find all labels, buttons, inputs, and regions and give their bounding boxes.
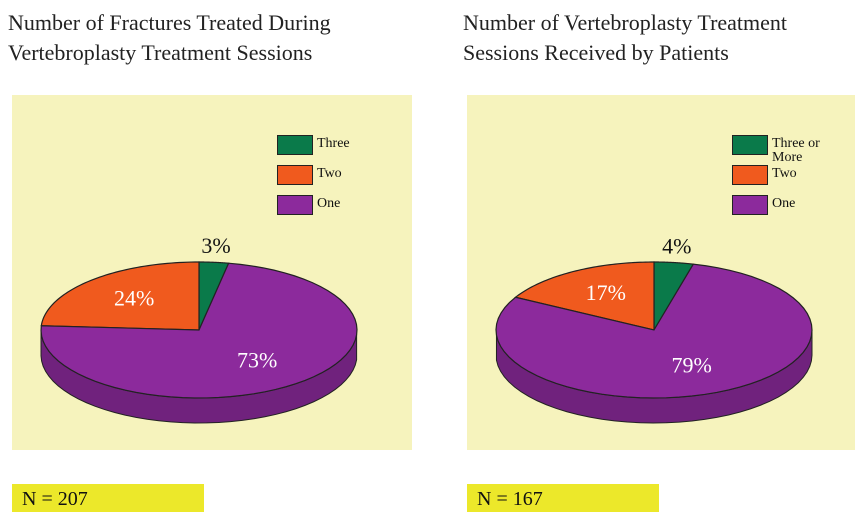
pie-slice bbox=[514, 261, 655, 331]
legend-swatch bbox=[277, 135, 313, 155]
legend-entry: One bbox=[277, 195, 377, 225]
data-label: 17% bbox=[586, 280, 626, 305]
legend-swatch bbox=[732, 195, 768, 215]
legend-entry: One bbox=[732, 195, 832, 225]
pie-slice bbox=[40, 262, 358, 399]
legend-label: Three bbox=[317, 136, 350, 151]
sample-size-note: N = 167 bbox=[467, 484, 659, 512]
pie-slice bbox=[495, 263, 813, 399]
legend-swatch bbox=[277, 165, 313, 185]
legend-label: Three or More bbox=[772, 136, 820, 165]
legend-swatch bbox=[277, 195, 313, 215]
chart-title: Number of Vertebroplasty Treatment Sessi… bbox=[463, 10, 788, 65]
legend-label: Two bbox=[317, 166, 342, 181]
data-label: 73% bbox=[237, 347, 277, 372]
legend-entry: Two bbox=[732, 165, 832, 195]
data-label: 3% bbox=[201, 233, 230, 258]
legend-label: One bbox=[317, 196, 341, 211]
legend-entry: Two bbox=[277, 165, 377, 195]
legend-entry: Three bbox=[277, 135, 377, 165]
legend-entry: Three or More bbox=[732, 135, 832, 165]
plot-panel: 3% 24% 73% Three Two One bbox=[12, 95, 412, 450]
pie-chart: 3% 24% 73% bbox=[40, 233, 358, 424]
sample-size-note: N = 207 bbox=[12, 484, 204, 512]
data-label: 79% bbox=[671, 352, 711, 377]
legend-label: Two bbox=[772, 166, 797, 181]
data-label: 24% bbox=[114, 285, 154, 310]
legend: Three Two One bbox=[277, 135, 377, 225]
pie-chart: 4% 17% 79% bbox=[495, 233, 813, 424]
legend-label: One bbox=[772, 196, 796, 211]
pie-slice bbox=[40, 261, 200, 331]
chart-title: Number of Fractures Treated During Verte… bbox=[8, 10, 331, 65]
plot-panel: 4% 17% 79% Three or More Two One bbox=[467, 95, 855, 450]
legend: Three or More Two One bbox=[732, 135, 832, 225]
legend-swatch bbox=[732, 165, 768, 185]
data-label: 4% bbox=[662, 233, 691, 258]
legend-swatch bbox=[732, 135, 768, 155]
